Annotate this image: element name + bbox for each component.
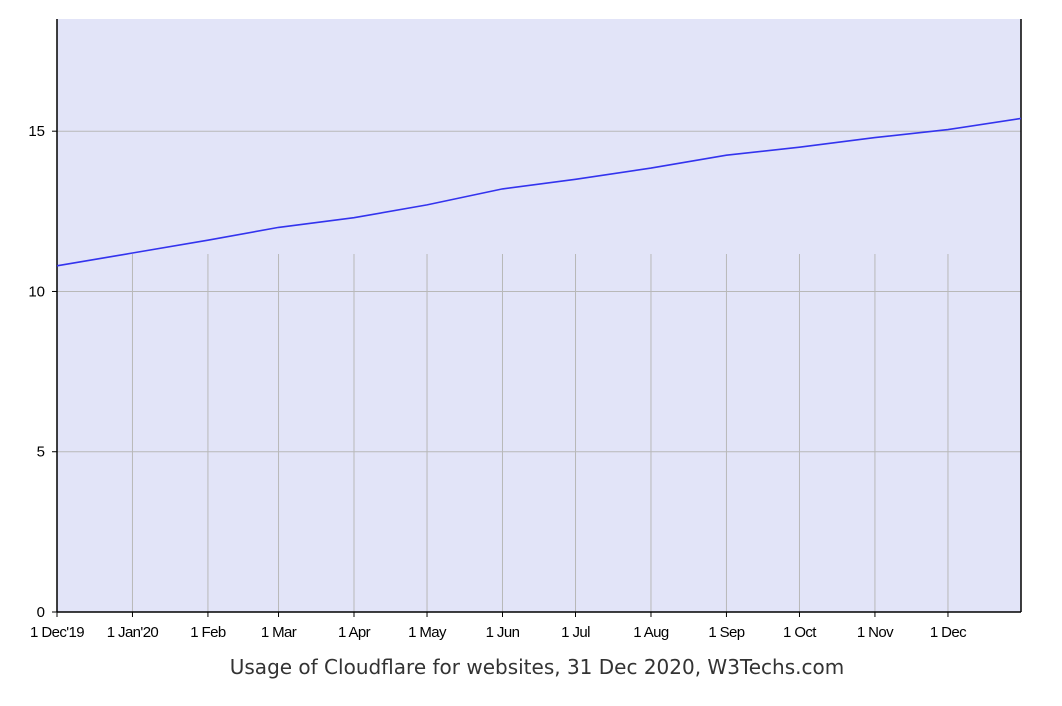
y-axis-ticks: 0 5 10 15 — [28, 123, 57, 621]
y-tick-label: 5 — [37, 444, 45, 461]
x-tick-label: 1 Nov — [857, 624, 894, 641]
x-tick-label: 1 Sep — [708, 624, 744, 641]
axes — [56, 19, 1022, 613]
x-tick-label: 1 Jan'20 — [107, 624, 159, 641]
x-tick-label: 1 Jun — [486, 624, 520, 641]
x-tick-label: 1 Apr — [338, 624, 371, 641]
x-axis-ticks: 1 Dec'19 1 Jan'20 1 Feb 1 Mar 1 Apr 1 May 1 Ju… — [30, 612, 968, 641]
plot-area — [57, 19, 1021, 612]
x-tick-label: 1 Jul — [561, 624, 590, 641]
chart-caption: Usage of Cloudflare for websites, 31 Dec… — [230, 655, 844, 679]
x-tick-label: 1 May — [408, 624, 447, 641]
x-tick-label: 1 Mar — [261, 624, 297, 641]
series-layer — [56, 117, 1022, 267]
x-tick-label: 1 Dec'19 — [30, 624, 84, 641]
y-tick-label: 15 — [28, 123, 45, 140]
series-line — [56, 117, 1022, 267]
y-tick-label: 10 — [28, 283, 45, 300]
x-tick-label: 1 Dec — [930, 624, 967, 641]
x-tick-label: 1 Feb — [190, 624, 226, 641]
x-tick-label: 1 Aug — [633, 624, 669, 641]
x-tick-label: 1 Oct — [783, 624, 817, 641]
y-tick-label: 0 — [37, 604, 45, 621]
grid-lines — [57, 130, 1021, 612]
